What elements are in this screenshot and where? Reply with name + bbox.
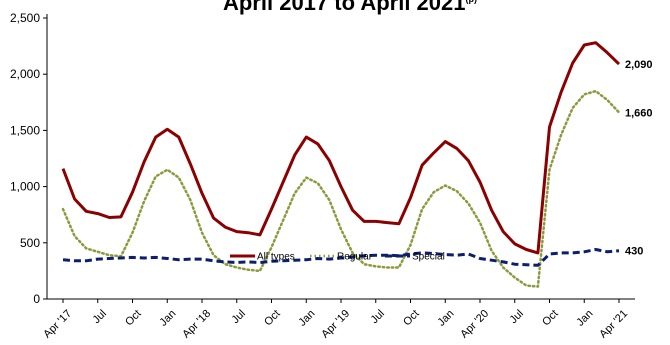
x-tick-label: Apr '17	[41, 308, 74, 341]
x-tick-label: Jan	[574, 308, 595, 329]
chart-title-text: April 2017 to April 2021	[223, 0, 466, 15]
chart-title-superscript: (p)	[466, 0, 478, 4]
x-tick-label: Oct	[123, 308, 144, 329]
x-axis: Apr '17 Jul Oct Jan Apr '18 Jul Oct Jan Apr '19 J…	[41, 298, 635, 341]
end-labels: 2,090 1,660 430	[625, 59, 653, 258]
y-tick-label: 1,000	[10, 180, 40, 194]
x-tick-label: Apr '21	[597, 308, 630, 341]
y-tick-label: 1,500	[10, 123, 40, 137]
series-lines	[61, 41, 621, 288]
x-tick-label: Jul	[91, 308, 109, 326]
chart-title: April 2017 to April 2021(p)	[223, 0, 477, 15]
end-label-all-types: 2,090	[625, 59, 653, 71]
x-tick-label: Oct	[262, 308, 283, 329]
x-tick-label: Jan	[435, 308, 456, 329]
x-tick-label: Oct	[401, 308, 422, 329]
x-tick-label: Apr '19	[319, 308, 352, 341]
series-line-all-types	[61, 41, 621, 255]
legend-label-special: Special	[412, 252, 445, 263]
legend-label-regular: Regular	[337, 252, 373, 263]
legend: All types Regular Special	[230, 252, 445, 263]
x-tick-label: Jul	[230, 308, 248, 326]
end-label-regular: 1,660	[625, 107, 653, 119]
y-tick-label: 500	[20, 236, 40, 250]
series-line-special	[62, 248, 620, 267]
x-tick-label: Jan	[296, 308, 317, 329]
x-tick-label: Jul	[508, 308, 526, 326]
x-tick-label: Apr '18	[180, 308, 213, 341]
y-tick-label: 0	[33, 292, 40, 306]
y-tick-label: 2,000	[10, 67, 40, 81]
x-tick-label: Apr '20	[458, 308, 491, 341]
x-tick-label: Jul	[369, 308, 387, 326]
x-tick-label: Jan	[157, 308, 178, 329]
legend-label-all-types: All types	[257, 252, 295, 263]
x-tick-label: Oct	[540, 308, 561, 329]
end-label-special: 430	[625, 246, 643, 258]
series-line-regular	[61, 89, 621, 288]
y-tick-label: 2,500	[10, 11, 40, 25]
y-axis: 0 500 1,000 1,500 2,000 2,500	[10, 11, 48, 306]
